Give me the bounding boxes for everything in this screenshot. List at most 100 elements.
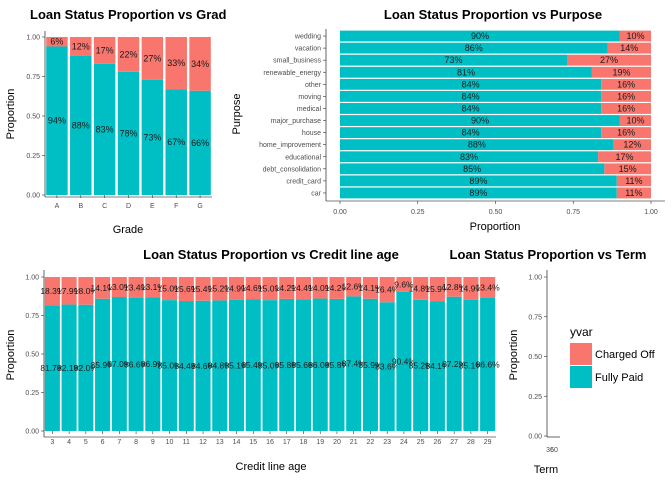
data-label-charged-off-renewable_energy: 19% bbox=[612, 67, 630, 77]
bar-fully-paid-E bbox=[141, 79, 164, 195]
data-label-charged-off-3: 18.3% bbox=[40, 286, 65, 296]
data-label-charged-off-17: 14.2% bbox=[275, 283, 300, 293]
data-label-fully-paid-D: 78% bbox=[119, 128, 137, 138]
bar-charged-off-A bbox=[46, 37, 68, 47]
bar-charged-off-18 bbox=[295, 277, 312, 300]
data-label-fully-paid-10: 85.0% bbox=[158, 361, 183, 371]
bar-fully-paid-11 bbox=[178, 301, 194, 431]
bar-fully-paid-major_purchase bbox=[340, 115, 620, 126]
data-label-charged-off-small_business: 27% bbox=[600, 55, 618, 65]
bar-charged-off-25 bbox=[413, 277, 429, 300]
data-label-fully-paid-27: 87.2% bbox=[442, 359, 467, 369]
data-label-charged-off-29: 13.4% bbox=[476, 282, 501, 292]
x-tick-label-13: 13 bbox=[216, 439, 224, 446]
bar-charged-off-7 bbox=[111, 277, 127, 298]
credit-line-age-y-axis-title: Proportion bbox=[5, 330, 17, 381]
data-label-charged-off-house: 16% bbox=[617, 128, 635, 138]
bar-charged-off-15 bbox=[245, 277, 261, 300]
x-tick-label-24: 24 bbox=[400, 439, 408, 446]
bar-charged-off-22 bbox=[362, 277, 378, 299]
data-label-charged-off-other: 16% bbox=[617, 79, 635, 89]
x-tick-label-16: 16 bbox=[266, 439, 274, 446]
bar-fully-paid-A bbox=[46, 46, 68, 196]
data-label-fully-paid-15: 85.4% bbox=[241, 360, 266, 370]
bar-charged-off-17 bbox=[279, 277, 295, 299]
data-label-fully-paid-23: 83.6% bbox=[375, 362, 400, 372]
bar-charged-off-26 bbox=[429, 277, 445, 302]
x-tick-label-29: 29 bbox=[484, 439, 492, 446]
data-label-charged-off-vacation: 14% bbox=[620, 43, 638, 53]
x-tick-label-4: 4 bbox=[67, 439, 71, 446]
y-tick-label-debt_consolidation: debt_consolidation bbox=[263, 166, 321, 173]
bar-fully-paid-3 bbox=[44, 305, 60, 431]
x-tick-label-11: 11 bbox=[183, 439, 190, 446]
data-label-charged-off-22: 14.1% bbox=[358, 283, 383, 293]
y-tick-label: 0.25 bbox=[26, 153, 40, 160]
data-label-fully-paid-22: 85.9% bbox=[358, 360, 383, 370]
data-label-fully-paid-moving: 84% bbox=[462, 91, 480, 101]
y-tick-label-renewable_energy: renewable_energy bbox=[263, 70, 321, 77]
data-label-fully-paid-26: 84.1% bbox=[425, 361, 450, 371]
data-label-fully-paid-3: 81.7% bbox=[40, 363, 65, 373]
data-label-fully-paid-car: 89% bbox=[469, 188, 487, 198]
x-tick-label-18: 18 bbox=[300, 439, 308, 446]
term-x-axis-title: Term bbox=[534, 464, 558, 476]
bar-fully-paid-medical bbox=[340, 103, 602, 114]
x-tick-label-27: 27 bbox=[450, 439, 458, 446]
x-tick-label-8: 8 bbox=[134, 439, 138, 446]
purpose-x-axis-title: Proportion bbox=[470, 221, 521, 233]
x-tick-label: 0.50 bbox=[489, 209, 503, 216]
y-tick-label-moving: moving bbox=[298, 94, 321, 101]
bar-fully-paid-13 bbox=[212, 300, 228, 431]
y-tick-label: 0.00 bbox=[528, 434, 542, 441]
bar-fully-paid-5 bbox=[78, 304, 94, 431]
bar-charged-off-14 bbox=[228, 277, 245, 300]
data-label-charged-off-educational: 17% bbox=[616, 152, 634, 162]
x-tick-label-15: 15 bbox=[249, 439, 257, 446]
credit-line-age-x-axis-title: Credit line age bbox=[236, 461, 307, 473]
data-label-fully-paid-renewable_energy: 81% bbox=[457, 67, 475, 77]
x-tick-label-A: A bbox=[55, 203, 60, 210]
data-label-fully-paid-small_business: 73% bbox=[445, 55, 463, 65]
y-tick-label-medical: medical bbox=[297, 106, 322, 113]
bar-fully-paid-27 bbox=[446, 296, 462, 431]
bar-charged-off-house bbox=[601, 127, 651, 139]
bar-charged-off-educational bbox=[598, 151, 651, 163]
data-label-charged-off-19: 14.0% bbox=[308, 283, 333, 293]
x-tick-label-B: B bbox=[78, 203, 83, 210]
data-label-charged-off-credit_card: 11% bbox=[625, 176, 642, 186]
bar-fully-paid-house bbox=[340, 127, 602, 139]
data-label-charged-off-F: 33% bbox=[167, 58, 185, 68]
grade-y-ticks: 0.00 0.25 0.50 0.75 1.00 bbox=[26, 35, 45, 200]
data-label-fully-paid-16: 85.0% bbox=[258, 361, 283, 371]
bar-fully-paid-B bbox=[70, 55, 92, 196]
y-tick-label-car: car bbox=[311, 190, 321, 197]
bar-fully-paid-17 bbox=[279, 298, 295, 431]
bar-charged-off-debt_consolidation bbox=[604, 163, 651, 175]
x-tick-label-12: 12 bbox=[199, 439, 207, 446]
bar-fully-paid-8 bbox=[128, 297, 144, 431]
legend-swatch-fully-paid bbox=[570, 366, 592, 388]
data-label-fully-paid-8: 86.6% bbox=[124, 359, 149, 369]
x-tick-label-25: 25 bbox=[417, 439, 425, 446]
data-label-fully-paid-13: 84.8% bbox=[208, 361, 233, 371]
x-tick-label-D: D bbox=[126, 203, 131, 210]
y-tick-label: 0.75 bbox=[25, 313, 39, 320]
bar-fully-paid-19 bbox=[312, 298, 328, 431]
y-tick-label: 0.75 bbox=[528, 314, 542, 321]
grade-y-axis-title: Proportion bbox=[5, 89, 17, 140]
x-tick-label: 0.00 bbox=[333, 209, 347, 216]
y-tick-label: 1.00 bbox=[528, 275, 542, 282]
y-tick-label: 0.00 bbox=[25, 429, 39, 436]
data-label-fully-paid-F: 67% bbox=[167, 137, 185, 147]
data-label-charged-off-11: 15.6% bbox=[174, 284, 199, 294]
term-y-axis-title: Proportion bbox=[508, 330, 520, 381]
y-tick-label: 0.50 bbox=[528, 354, 542, 361]
data-label-charged-off-15: 14.6% bbox=[241, 283, 266, 293]
grade-x-axis-title: Grade bbox=[113, 224, 144, 236]
y-tick-label: 0.50 bbox=[25, 352, 39, 359]
bar-charged-off-D bbox=[117, 37, 140, 72]
data-label-charged-off-21: 12.6% bbox=[342, 282, 367, 292]
data-label-charged-off-C: 17% bbox=[96, 45, 114, 55]
